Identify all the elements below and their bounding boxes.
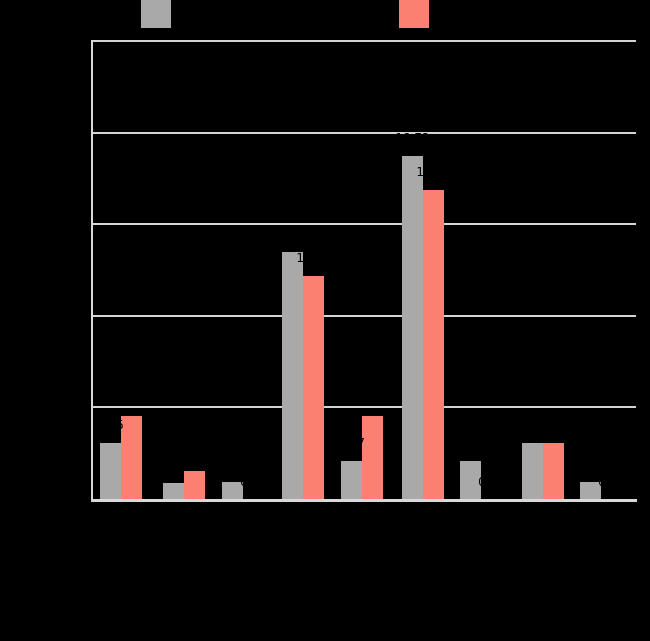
value-label-series-gray-group4: 13.48 (275, 227, 310, 242)
y-axis-line (91, 40, 93, 501)
value-label-series-salmon-group4: 12.17 (296, 251, 331, 266)
value-label-series-salmon-group7: 0.00 (478, 475, 505, 489)
value-label-series-gray-group7: 2.09 (457, 435, 484, 450)
legend-swatch-gray (141, 0, 171, 28)
bar-series-salmon-group1 (121, 416, 142, 499)
gridline (92, 40, 636, 42)
value-label-series-gray-group6: 18.72 (395, 131, 430, 146)
value-label-series-gray-group8: 3.04 (519, 418, 546, 433)
gridline (92, 223, 636, 226)
bar-series-gray-group6 (402, 156, 423, 499)
bar-series-gray-group7 (460, 460, 481, 499)
bar-series-gray-group8 (522, 443, 543, 499)
bar-series-salmon-group5 (362, 415, 383, 499)
value-label-series-gray-group3: 0.93 (219, 456, 246, 471)
value-label-series-salmon-group1: 4.53 (118, 391, 145, 405)
value-label-series-gray-group2: 0.89 (159, 457, 187, 472)
gridline (92, 314, 636, 317)
value-label-series-salmon-group8: 3.04 (540, 418, 567, 433)
bar-series-salmon-group4 (303, 276, 324, 499)
bar-series-gray-group9 (580, 482, 601, 499)
bar-series-salmon-group2 (183, 470, 205, 499)
bar-series-gray-group1 (100, 443, 121, 499)
bar-series-gray-group3 (222, 481, 243, 499)
legend-swatch-salmon (399, 0, 429, 28)
bar-series-salmon-group6 (423, 189, 444, 499)
gridline (92, 131, 636, 134)
bar-series-gray-group4 (282, 252, 303, 499)
value-label-series-salmon-group3: 0.00 (240, 475, 267, 489)
value-label-series-salmon-group9: 0.00 (598, 475, 625, 489)
bar-series-gray-group5 (341, 461, 362, 499)
value-label-series-gray-group1: 3.05 (97, 418, 124, 433)
x-axis-line (91, 499, 637, 502)
value-label-series-salmon-group2: 1.53 (180, 445, 208, 460)
bar-series-gray-group2 (162, 482, 184, 499)
gridline (92, 406, 636, 409)
value-label-series-gray-group5: 2.07 (338, 436, 365, 451)
value-label-series-gray-group9: 0.91 (577, 457, 604, 472)
bar-series-salmon-group8 (543, 443, 564, 499)
value-label-series-salmon-group6: 16.87 (416, 164, 451, 179)
value-label-series-salmon-group5: 4.55 (359, 390, 386, 405)
